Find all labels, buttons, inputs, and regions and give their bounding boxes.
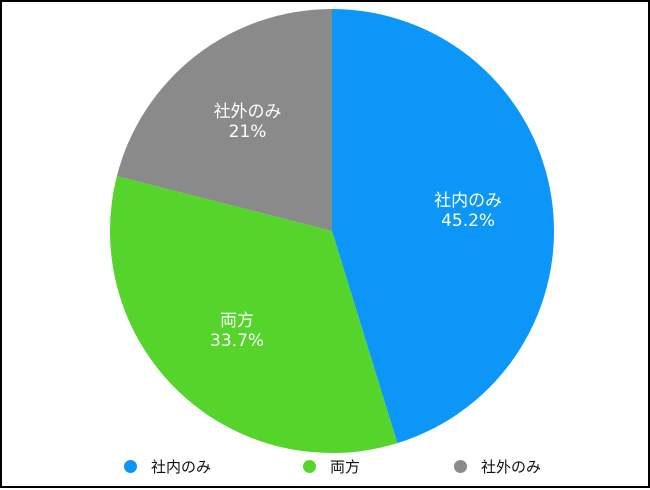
slice-label-name: 社内のみ	[434, 190, 503, 211]
slice-label-name: 社外のみ	[213, 102, 282, 123]
legend: 社内のみ 両方 社外のみ	[2, 454, 650, 478]
legend-label: 社外のみ	[481, 457, 542, 476]
legend-dot-icon	[303, 459, 316, 473]
legend-item-shanai[interactable]: 社内のみ	[124, 454, 211, 478]
slice-ryouhou[interactable]	[109, 176, 398, 454]
legend-item-ryouhou[interactable]: 両方	[303, 454, 360, 478]
legend-label: 社内のみ	[151, 457, 212, 476]
slice-label-name: 両方	[220, 310, 255, 331]
slice-shanai[interactable]	[332, 9, 555, 444]
legend-item-shagai[interactable]: 社外のみ	[454, 454, 541, 478]
slice-shagai[interactable]	[116, 9, 332, 231]
slice-label-value: 33.7%	[210, 330, 265, 351]
slice-label-shagai: 社外のみ 21%	[214, 102, 282, 142]
slice-label-value: 45.2%	[441, 210, 496, 231]
slice-label-value: 21%	[228, 122, 267, 143]
legend-dot-icon	[124, 459, 137, 473]
slice-label-ryouhou: 両方 33.7%	[210, 311, 264, 351]
slice-label-shanai: 社内のみ 45.2%	[434, 191, 502, 231]
legend-dot-icon	[454, 459, 467, 473]
legend-label: 両方	[330, 457, 361, 476]
